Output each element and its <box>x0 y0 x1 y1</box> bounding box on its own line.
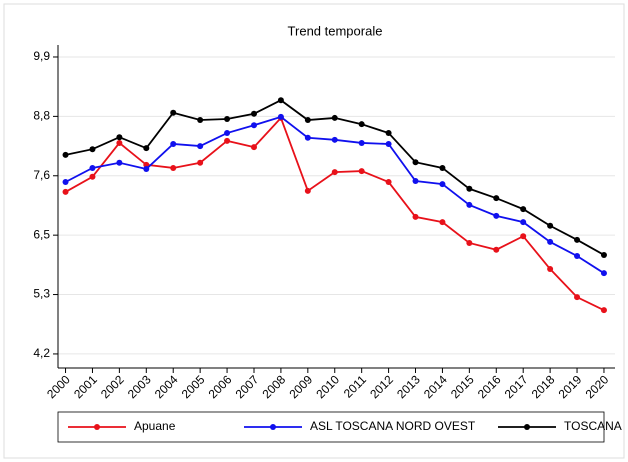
point <box>358 139 365 146</box>
point <box>358 168 365 175</box>
point <box>493 246 500 253</box>
point <box>412 177 419 184</box>
point <box>574 252 581 259</box>
point <box>116 139 123 146</box>
point <box>143 145 150 152</box>
point <box>574 294 581 301</box>
legend-label: ASL TOSCANA NORD OVEST <box>310 419 476 433</box>
point <box>385 140 392 147</box>
point <box>358 121 365 128</box>
point <box>250 144 257 151</box>
legend-marker <box>94 424 100 430</box>
legend-label: TOSCANA <box>564 419 622 433</box>
point <box>89 146 96 153</box>
y-tick-label: 9,9 <box>33 49 50 63</box>
point <box>277 113 284 120</box>
point <box>600 251 607 258</box>
point <box>116 159 123 166</box>
chart-title: Trend temporale <box>288 23 383 38</box>
legend-marker <box>524 424 530 430</box>
y-tick-label: 8,8 <box>33 109 50 123</box>
point <box>250 122 257 129</box>
point <box>143 161 150 168</box>
y-tick-label: 5,3 <box>33 287 50 301</box>
point <box>197 159 204 166</box>
point <box>520 233 527 240</box>
legend-box <box>57 411 605 443</box>
point <box>143 165 150 172</box>
point <box>520 206 527 213</box>
point <box>574 236 581 243</box>
point <box>250 110 257 117</box>
point <box>547 222 554 229</box>
point <box>466 201 473 208</box>
point <box>197 117 204 124</box>
point <box>466 239 473 246</box>
point <box>62 151 69 158</box>
point <box>224 130 231 137</box>
point <box>520 219 527 226</box>
point <box>439 164 446 171</box>
point <box>304 117 311 124</box>
point <box>89 164 96 171</box>
point <box>600 307 607 314</box>
point <box>385 179 392 186</box>
point <box>331 136 338 143</box>
point <box>62 179 69 186</box>
point <box>304 134 311 141</box>
point <box>412 159 419 166</box>
point <box>385 130 392 137</box>
point <box>547 266 554 273</box>
y-tick-label: 6,5 <box>33 227 50 241</box>
point <box>62 188 69 195</box>
point <box>439 181 446 188</box>
point <box>331 169 338 176</box>
chart-frame <box>3 3 625 459</box>
point <box>277 97 284 104</box>
point <box>170 164 177 171</box>
y-tick-label: 4,2 <box>33 346 50 360</box>
legend-marker <box>270 424 276 430</box>
point <box>493 212 500 219</box>
y-tick-label: 7,6 <box>33 168 50 182</box>
point <box>439 219 446 226</box>
point <box>170 140 177 147</box>
point <box>600 270 607 277</box>
legend-label: Apuane <box>134 419 176 433</box>
point <box>493 195 500 202</box>
point <box>224 115 231 122</box>
point <box>170 109 177 116</box>
point <box>89 173 96 180</box>
point <box>224 137 231 144</box>
point <box>547 238 554 245</box>
point <box>412 213 419 220</box>
point <box>197 143 204 150</box>
point <box>466 185 473 192</box>
point <box>331 114 338 121</box>
point <box>116 134 123 141</box>
point <box>304 187 311 194</box>
